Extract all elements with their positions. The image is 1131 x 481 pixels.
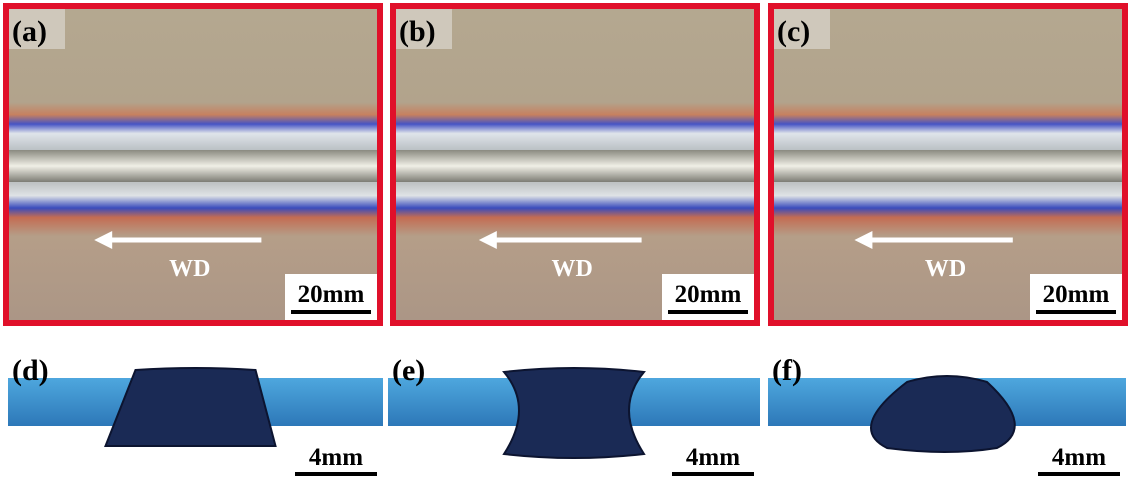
weld-bead — [9, 150, 377, 182]
panel: (b) WD 20mm — [390, 3, 760, 326]
panel-label: (c) — [777, 15, 810, 48]
panel-label: (f) — [772, 354, 802, 387]
panel: (f) 4mm — [768, 354, 1126, 479]
scale-label: 4mm — [309, 444, 363, 471]
panel: (e) 4mm — [388, 354, 760, 479]
panel: (a) WD 20mm — [3, 3, 383, 326]
panel: (d) 4mm — [8, 354, 383, 479]
weld-bead — [396, 150, 754, 182]
panel: (c) WD 20mm — [768, 3, 1128, 326]
panel-label: (a) — [12, 15, 47, 48]
weld-section — [504, 368, 644, 458]
direction-label: WD — [925, 256, 966, 282]
weld-section — [106, 368, 276, 446]
panel-label: (d) — [12, 354, 49, 387]
scale-label: 4mm — [686, 444, 740, 471]
direction-label: WD — [169, 256, 210, 282]
scale-label: 4mm — [1052, 444, 1106, 471]
direction-label: WD — [552, 256, 593, 282]
scale-label: 20mm — [675, 281, 742, 308]
figure: (a)WD20mm(b)WD20mm(c)WD20mm(d)4mm(e)4mm(… — [0, 0, 1131, 481]
panel-label: (e) — [392, 354, 425, 387]
weld-bead — [774, 150, 1122, 182]
scale-label: 20mm — [298, 281, 365, 308]
scale-label: 20mm — [1043, 281, 1110, 308]
panel-label: (b) — [399, 15, 436, 48]
